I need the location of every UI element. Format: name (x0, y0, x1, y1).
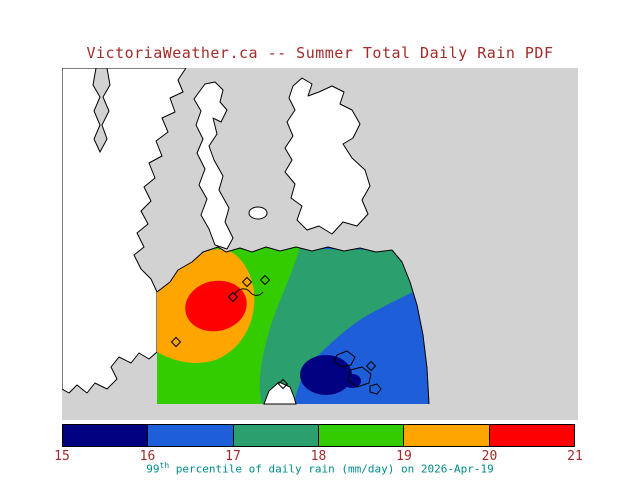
station-marker (170, 336, 182, 348)
caption-superscript: th (159, 461, 170, 470)
station-marker (241, 276, 253, 288)
colorbar-tick-19: 19 (396, 449, 412, 464)
caption-prefix: 99 (146, 462, 160, 476)
saanich-peninsula (193, 81, 234, 250)
colorbar (62, 424, 575, 447)
station-marker (365, 360, 377, 372)
station-marker (227, 291, 239, 303)
fjord-inlet (92, 68, 111, 154)
colorbar-tick-20: 20 (481, 449, 498, 464)
island-outline-3 (369, 383, 382, 395)
colorbar-tick-16: 16 (139, 449, 156, 464)
colorbar-segment-17-18 (232, 424, 318, 447)
colorbar-segment-18-19 (317, 424, 404, 447)
station-markers (170, 274, 377, 390)
colorbar-segment-15-16 (62, 424, 148, 447)
station-marker (277, 378, 289, 390)
landmass-west (62, 68, 187, 394)
colorbar-tick-18: 18 (310, 449, 327, 464)
colorbar-segment-19-20 (403, 424, 489, 447)
colorbar-tick-15: 15 (54, 449, 70, 464)
colorbar-segment-16-17 (147, 424, 233, 447)
station-marker (259, 274, 271, 286)
contour-fill-red (185, 280, 247, 332)
coastline-overlay (156, 246, 430, 405)
caption-rest: percentile of daily rain (mm/day) on 202… (169, 462, 494, 476)
colorbar-tick-17: 17 (225, 449, 241, 464)
harbour-squiggle (233, 288, 264, 296)
south-peninsula-notch (263, 381, 297, 405)
coastline-north (156, 246, 393, 293)
page-title: VictoriaWeather.ca -- Summer Total Daily… (86, 44, 554, 62)
colorbar-tick-21: 21 (567, 449, 583, 464)
coastline-east (391, 249, 430, 405)
colorbar-ticks: 15 16 17 18 19 20 21 (54, 449, 583, 464)
island-outline-2 (347, 366, 372, 388)
island-outline-1 (333, 350, 356, 368)
colorbar-segment-20-21 (488, 424, 575, 447)
island-northeast (248, 77, 371, 235)
colorbar-caption: 99th percentile of daily rain (mm/day) o… (0, 461, 640, 476)
contour-field (157, 247, 429, 404)
